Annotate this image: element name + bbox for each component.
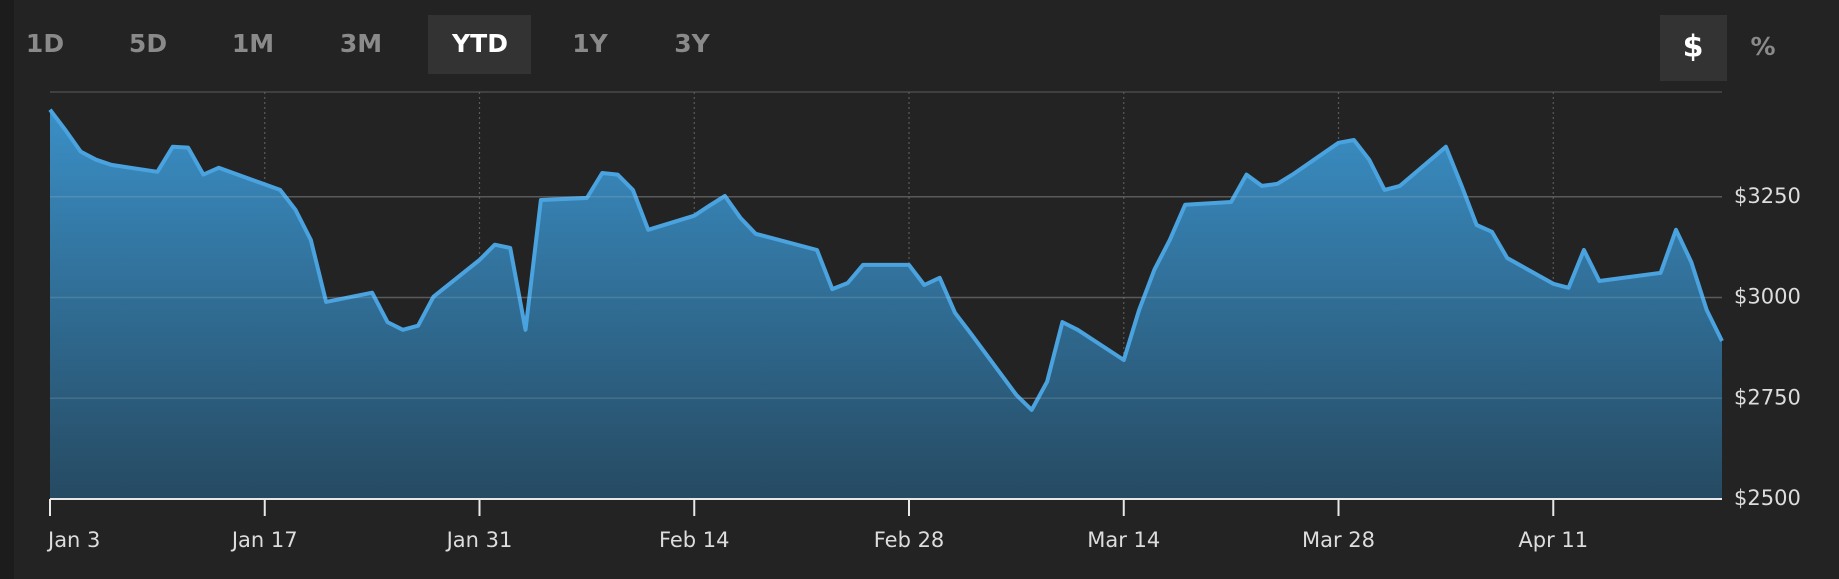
x-tick-label: Apr 11 [1518, 528, 1588, 552]
y-tick-label: $2750 [1734, 385, 1801, 409]
area-fill [50, 109, 1722, 499]
plot-area: $2500 $2750 $3000 $3250 Jan 3 Jan 17 Jan 31 Feb… [46, 92, 1801, 552]
range-button-box [428, 15, 531, 74]
range-buttons: 1D 5D 1M 3M YTD 1Y 3Y [26, 29, 711, 58]
unit-button[interactable]: $ [1683, 30, 1704, 65]
unit-buttons: $ % [1683, 30, 1776, 65]
range-button[interactable]: 5D [129, 29, 167, 58]
y-tick-label: $2500 [1734, 486, 1801, 510]
x-tick-label: Mar 14 [1087, 528, 1160, 552]
x-tick-label: Feb 28 [874, 528, 945, 552]
range-button[interactable]: YTD [451, 29, 508, 58]
x-tick-label: Jan 3 [46, 528, 100, 552]
x-tick-label: Jan 17 [230, 528, 298, 552]
unit-button-box [1660, 15, 1727, 81]
left-strip [0, 0, 14, 579]
y-tick-label: $3000 [1734, 285, 1801, 309]
range-button[interactable]: 3Y [674, 29, 710, 58]
x-tick-label: Mar 28 [1302, 528, 1375, 552]
range-button[interactable]: 1Y [572, 29, 608, 58]
y-tick-label: $3250 [1734, 184, 1801, 208]
unit-button[interactable]: % [1750, 32, 1775, 61]
price-line [48, 108, 1724, 412]
range-button[interactable]: 1D [26, 29, 64, 58]
range-button[interactable]: 1M [232, 29, 274, 58]
x-tick-label: Jan 31 [445, 528, 513, 552]
range-button[interactable]: 3M [340, 29, 382, 58]
x-tick-label: Feb 14 [659, 528, 730, 552]
